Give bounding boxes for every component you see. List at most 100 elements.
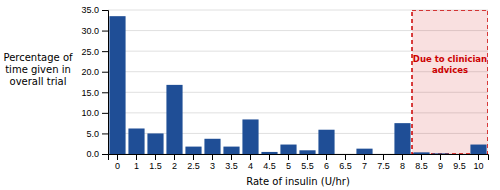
bar [261,152,277,154]
bar [185,147,201,154]
y-tick-label: 20.0 [81,67,99,77]
x-tick-mark [421,154,422,160]
x-tick: 0 [115,154,120,171]
y-tick-mark [102,92,108,93]
y-tick-label: 15.0 [81,88,99,98]
text-line: time given in [5,64,71,75]
y-tick-label: 5.0 [86,129,99,139]
bar [375,154,391,155]
bar [223,147,239,154]
y-tick-mark [102,72,108,73]
grid [108,10,488,154]
x-tick-mark [174,154,175,160]
x-tick: 8.5 [415,154,428,171]
x-tick-label: 9.5 [453,161,466,171]
y-tick-label: 35.0 [81,5,99,15]
bar [413,152,429,154]
x-tick-label: 1.5 [149,161,162,171]
x-tick: 10 [473,154,483,171]
x-tick-mark [269,154,270,160]
x-tick-mark [307,154,308,160]
x-tick: 5 [286,154,291,171]
bar [109,16,125,154]
bar [451,154,467,155]
y-tick-mark [102,154,108,155]
y-axis-line [102,11,109,155]
x-tick: 2.5 [187,154,200,171]
y-tick: 15.0 [81,88,108,98]
x-tick-label: 5.5 [301,161,314,171]
text-line: Due to clinician [413,54,487,64]
bar [280,145,296,154]
bar [470,145,486,154]
x-tick: 4 [248,154,253,171]
x-tick-mark [193,154,194,160]
chart: 011.522.533.544.555.566.577.588.599.5100… [0,0,500,190]
x-tick: 2 [172,154,177,171]
bar [166,85,182,154]
text-line: overall trial [10,76,67,87]
x-tick-label: 3.5 [225,161,238,171]
data-area [109,10,488,154]
y-tick-mark [102,113,108,114]
x-tick: 7 [362,154,367,171]
y-tick: 20.0 [81,67,108,77]
y-tick-mark [102,133,108,134]
x-tick-label: 5 [286,161,291,171]
plot: 011.522.533.544.555.566.577.588.599.5100… [81,5,488,171]
x-tick-mark [364,154,365,160]
x-axis: 0 1 1.5 2 2.5 3 3.5 4 4.5 5 5.5 6 6.5 7 7.5 8 8.5 9 9.5 10 [109,154,489,171]
x-tick: 8 [400,154,405,171]
x-tick-mark [345,154,346,160]
x-tick: 6.5 [339,154,352,171]
bar [128,128,144,154]
x-tick-label: 2.5 [187,161,200,171]
x-tick-label: 4 [248,161,253,171]
x-tick-mark [478,154,479,160]
y-tick: 10.0 [81,108,108,118]
bar [394,123,410,154]
x-tick-label: 6 [324,161,329,171]
x-tick-label: 10 [473,161,483,171]
x-tick-mark [155,154,156,160]
text-line: advices [432,65,468,75]
x-tick-mark [383,154,384,160]
y-tick-mark [102,51,108,52]
y-axis-title: Percentage oftime given inoverall trial [3,52,73,87]
x-tick-label: 3 [210,161,215,171]
x-tick: 9 [438,154,443,171]
highlight-region [412,10,488,154]
bar [432,153,448,154]
y-tick: 0.0 [86,149,108,159]
bar [337,154,353,155]
x-tick-label: 7.5 [377,161,390,171]
x-tick-mark [440,154,441,160]
x-axis-title: Rate of insulin (U/hr) [246,176,350,187]
x-tick-label: 8 [400,161,405,171]
y-tick-label: 10.0 [81,108,99,118]
bar [147,133,163,154]
x-tick-mark [402,154,403,160]
x-tick-mark [136,154,137,160]
x-tick: 4.5 [263,154,276,171]
bar [299,150,315,154]
x-tick: 7.5 [377,154,390,171]
bar [318,130,334,154]
x-tick-mark [288,154,289,160]
x-tick-mark [459,154,460,160]
x-tick-label: 1 [134,161,139,171]
x-tick-label: 8.5 [415,161,428,171]
x-tick-label: 6.5 [339,161,352,171]
y-tick: 30.0 [81,26,108,36]
x-tick-label: 4.5 [263,161,276,171]
y-tick-label: 0.0 [86,149,99,159]
x-axis-line [109,155,489,161]
x-tick-mark [212,154,213,160]
y-tick-mark [102,31,108,32]
x-tick-label: 0 [115,161,120,171]
y-axis: 0.05.010.015.020.025.030.035.0 [81,5,108,159]
x-tick: 3.5 [225,154,238,171]
x-tick: 1 [134,154,139,171]
text-line: Percentage of [3,52,73,63]
bar [242,119,258,154]
